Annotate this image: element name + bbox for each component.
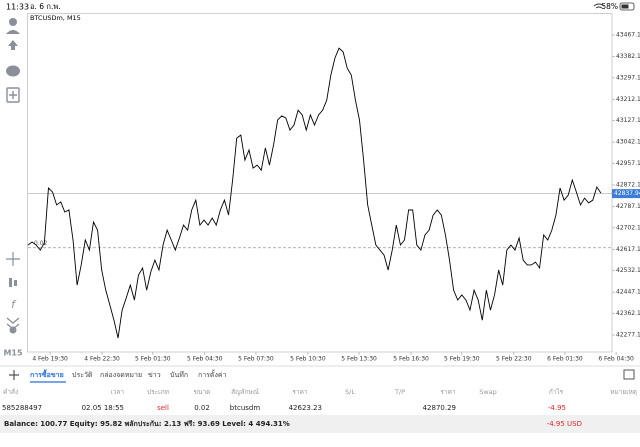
y-tick-label: 42532.10 [616, 267, 640, 274]
tab[interactable]: การซื้อขาย [30, 368, 64, 379]
new-order-icon[interactable] [6, 87, 20, 103]
y-tick-label: 42957.10 [616, 160, 640, 167]
balance-bar [0, 415, 640, 433]
y-tick-label: 43297.10 [616, 74, 640, 81]
current-price-label: 42837.94 [614, 190, 640, 197]
column-header: เวลา [110, 388, 124, 396]
x-tick-label: 5 Feb 07:30 [238, 356, 274, 363]
wifi-icon [593, 3, 605, 9]
x-tick-label: 6 Feb 01:30 [547, 356, 583, 363]
chart-title: BTCUSDm, M15 [30, 14, 81, 22]
battery-level [621, 4, 629, 9]
x-tick-label: 4 Feb 22:30 [84, 356, 120, 363]
chart-frame [27, 13, 613, 353]
y-tick-label: 43382.10 [616, 53, 640, 60]
y-tick-label: 42447.10 [616, 289, 640, 296]
x-tick-label: 5 Feb 22:30 [496, 356, 532, 363]
cell-profit[interactable]: -4.95 [548, 404, 566, 412]
x-tick-label: 6 Feb 04:30 [598, 356, 634, 363]
balance-text: Balance: 100.77 Equity: 95.82 พลักประกัน… [4, 420, 290, 428]
x-tick-label: 5 Feb 19:30 [444, 356, 480, 363]
crosshair-icon[interactable] [6, 252, 20, 266]
cell-volume[interactable]: 0.02 [194, 404, 210, 412]
tab[interactable]: ข่าว [148, 371, 161, 379]
status-battery: 58% [601, 2, 618, 11]
column-header: Swap [479, 388, 497, 396]
trade-icon[interactable] [8, 40, 18, 50]
column-header: คำสั่ง [3, 387, 18, 396]
column-header: T/P [394, 388, 405, 396]
y-tick-label: 42362.10 [616, 310, 640, 317]
tab[interactable]: กล่องจดหมาย [100, 371, 142, 379]
y-tick-label: 42617.10 [616, 246, 640, 253]
candles-icon[interactable] [9, 278, 12, 287]
y-tick-label: 42787.10 [616, 203, 640, 210]
new-order-plus [9, 91, 17, 99]
position-label: 0.02 [34, 240, 48, 247]
cell-time[interactable]: 02.05 18:55 [82, 404, 124, 412]
tab[interactable]: การตั้งค่า [198, 368, 227, 379]
column-header: ราคา [440, 388, 455, 396]
column-header: สัญลักษณ์ [231, 388, 259, 396]
share-icon[interactable] [9, 326, 17, 334]
column-header: หมายเหตุ [610, 388, 637, 396]
tab[interactable]: ประวัติ [72, 371, 93, 379]
column-header: ขนาด [194, 388, 211, 396]
candles-icon-2 [14, 280, 17, 286]
left-toolbar: f [6, 18, 20, 334]
x-tick-label: 5 Feb 10:30 [290, 356, 326, 363]
timeframe-button[interactable]: M15 [3, 349, 23, 358]
column-header: กำไร [549, 388, 564, 396]
y-tick-label: 43042.10 [616, 139, 640, 146]
add-button[interactable] [9, 370, 19, 380]
column-header: ราคา [292, 388, 307, 396]
x-tick-label: 5 Feb 04:30 [187, 356, 223, 363]
x-tick-label: 5 Feb 16:30 [393, 356, 429, 363]
indicator-icon[interactable]: f [11, 298, 17, 311]
column-header: ประเภท [147, 388, 169, 396]
status-date: อ. 6 ก.พ. [30, 2, 61, 11]
cell-symbol[interactable]: btcusdm [230, 404, 261, 412]
current-price-badge [612, 189, 640, 199]
cell-price-current[interactable]: 42870.29 [423, 404, 456, 412]
account-icon-body[interactable] [6, 30, 20, 34]
account-icon[interactable] [9, 18, 17, 26]
cell-price[interactable]: 42623.23 [289, 404, 322, 412]
y-tick-label: 43467.10 [616, 32, 640, 39]
y-tick-label: 43212.10 [616, 96, 640, 103]
price-line [27, 47, 602, 339]
cell-type[interactable]: sell [157, 404, 169, 412]
column-header: S/L [345, 388, 355, 396]
x-tick-label: 5 Feb 13:30 [341, 356, 377, 363]
y-tick-label: 43127.10 [616, 117, 640, 124]
x-tick-label: 4 Feb 19:30 [32, 356, 68, 363]
layout-button[interactable] [623, 369, 635, 380]
tab[interactable]: บันทึก [170, 370, 188, 379]
chat-icon[interactable] [6, 65, 20, 77]
x-tick-label: 5 Feb 01:30 [135, 356, 171, 363]
y-tick-label: 42872.10 [616, 182, 640, 189]
y-tick-label: 42702.10 [616, 224, 640, 231]
battery-icon [619, 2, 635, 11]
y-tick-label: 42277.10 [616, 332, 640, 339]
status-time: 11:33 [6, 3, 29, 12]
total-profit: -4.95 USD [547, 420, 582, 428]
cell-order[interactable]: 585288497 [2, 404, 42, 412]
